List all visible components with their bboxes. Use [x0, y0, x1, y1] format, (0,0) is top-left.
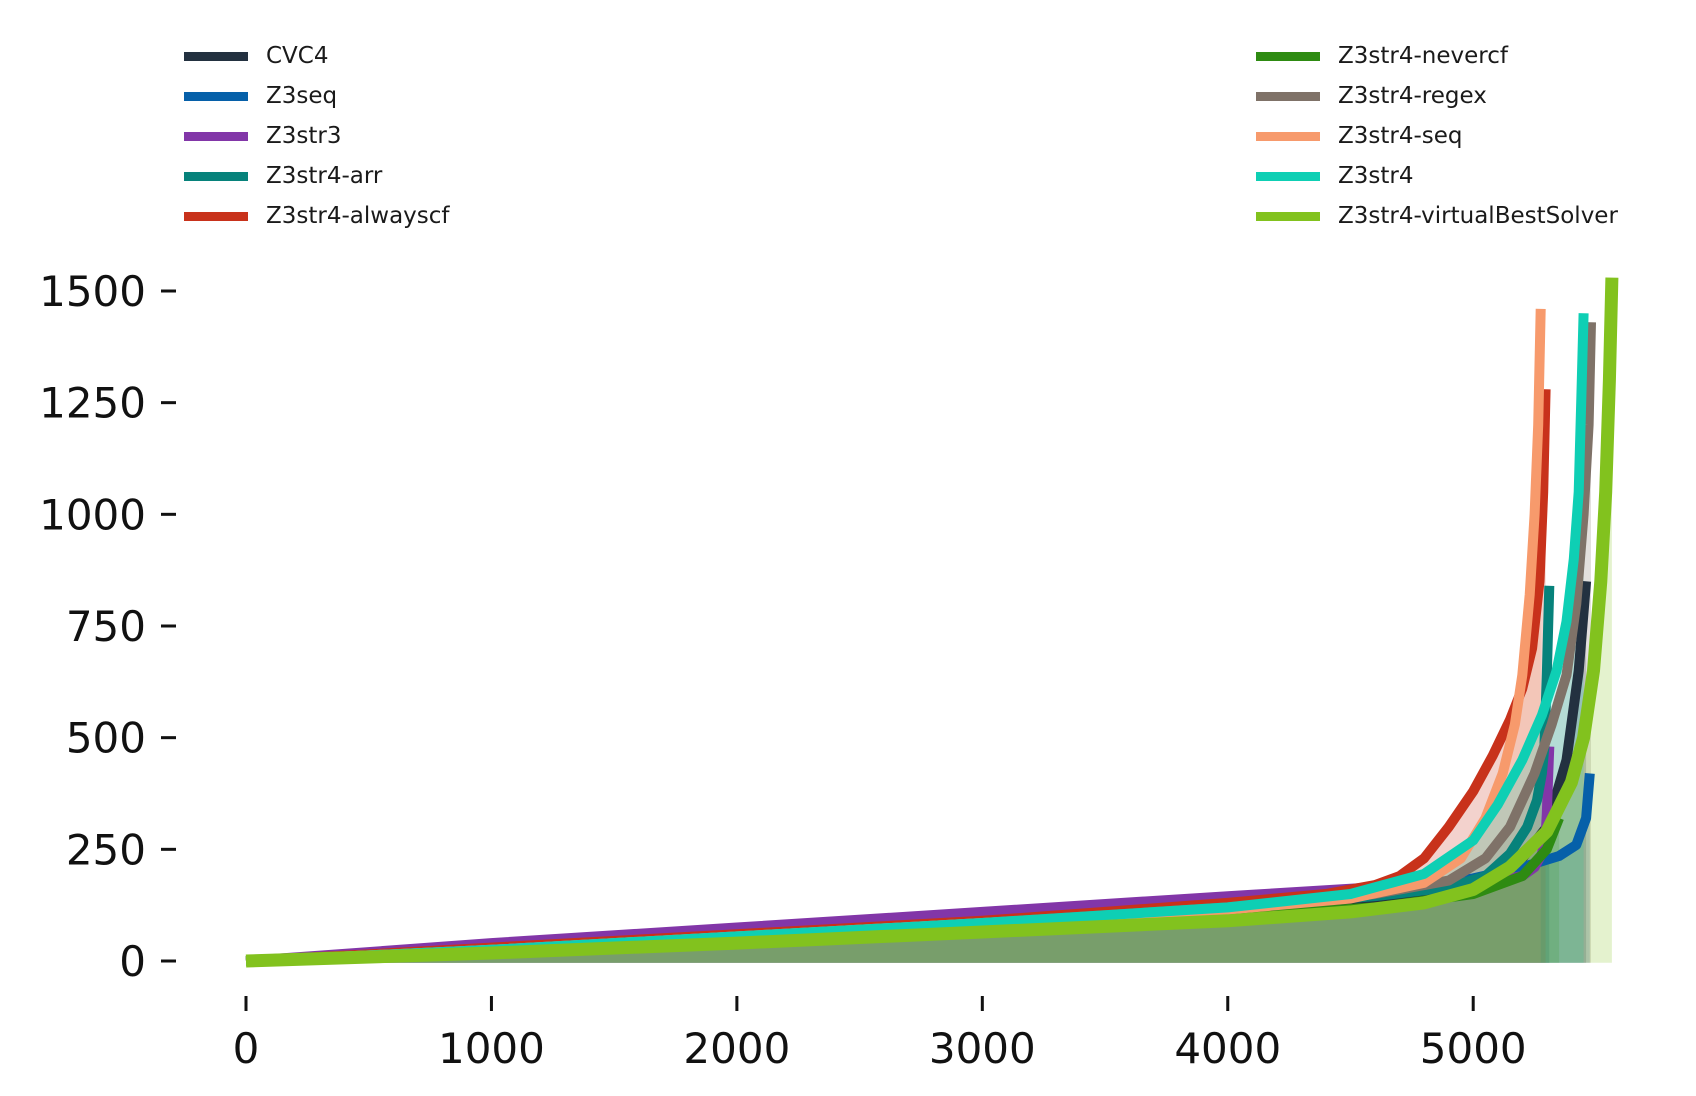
series-area — [246, 322, 1591, 963]
y-tick-label: 750 — [66, 602, 146, 651]
legend-swatch — [184, 131, 248, 141]
legend-swatch — [184, 91, 248, 101]
y-tick-label: 250 — [66, 825, 146, 874]
legend-swatch — [184, 211, 248, 221]
legend-label: Z3str4-virtualBestSolver — [1338, 203, 1618, 229]
series-line — [245, 389, 1551, 966]
series-fills — [246, 277, 1612, 963]
series-area — [246, 313, 1584, 963]
legend-swatch — [184, 51, 248, 61]
y-tick-label: 1000 — [39, 490, 146, 539]
legend-swatch — [184, 171, 248, 181]
legend-item: Z3str4-arr — [184, 156, 450, 196]
x-tick-label: 3000 — [929, 1024, 1036, 1073]
legend-label: CVC4 — [266, 43, 329, 69]
x-tick-label: 0 — [233, 1024, 260, 1073]
legend-swatch — [1256, 211, 1320, 221]
legend-item: Z3str4-alwayscf — [184, 196, 450, 236]
legend-item: Z3str4 — [1256, 156, 1618, 196]
series-line — [245, 308, 1546, 966]
x-tick-label: 5000 — [1420, 1024, 1527, 1073]
legend-swatch — [1256, 131, 1320, 141]
series-lines — [245, 277, 1619, 968]
legend-item: Z3seq — [184, 76, 450, 116]
legend-label: Z3str4-alwayscf — [266, 203, 450, 229]
series-line — [245, 277, 1619, 968]
series-line — [245, 322, 1596, 966]
legend-label: Z3str4-nevercf — [1338, 43, 1508, 69]
legend-right: Z3str4-nevercf Z3str4-regex Z3str4-seq Z… — [1256, 36, 1618, 236]
y-tick-label: 0 — [119, 937, 146, 986]
x-axis: 0 1000 2000 3000 4000 5000 — [233, 996, 1527, 1073]
series-area — [246, 585, 1550, 963]
x-tick-label: 4000 — [1174, 1024, 1281, 1073]
legend-label: Z3str4 — [1338, 163, 1414, 189]
legend-label: Z3seq — [266, 83, 338, 109]
legend-swatch — [1256, 171, 1320, 181]
y-axis: 0 250 500 750 1000 1250 1500 — [39, 267, 176, 986]
legend-item: Z3str4-virtualBestSolver — [1256, 196, 1618, 236]
y-tick-label: 500 — [66, 714, 146, 763]
series-area — [246, 277, 1612, 963]
legend-swatch — [1256, 51, 1320, 61]
legend-item: Z3str4-regex — [1256, 76, 1618, 116]
legend-label: Z3str4-regex — [1338, 83, 1487, 109]
y-tick-label: 1500 — [39, 267, 146, 316]
series-area — [246, 581, 1587, 963]
y-tick-label: 1250 — [39, 379, 146, 428]
legend-swatch — [1256, 91, 1320, 101]
legend-label: Z3str4-seq — [1338, 123, 1463, 149]
legend-item: Z3str4-seq — [1256, 116, 1618, 156]
x-tick-label: 2000 — [683, 1024, 790, 1073]
series-area — [246, 389, 1546, 963]
series-area — [246, 308, 1541, 963]
legend-label: Z3str4-arr — [266, 163, 383, 189]
series-line — [245, 313, 1589, 966]
legend-label: Z3str3 — [266, 123, 342, 149]
legend-item: CVC4 — [184, 36, 450, 76]
legend-item: Z3str4-nevercf — [1256, 36, 1618, 76]
legend-item: Z3str3 — [184, 116, 450, 156]
legend-left: CVC4 Z3seq Z3str3 Z3str4-arr Z3str4-alwa… — [184, 36, 450, 236]
x-tick-label: 1000 — [438, 1024, 545, 1073]
